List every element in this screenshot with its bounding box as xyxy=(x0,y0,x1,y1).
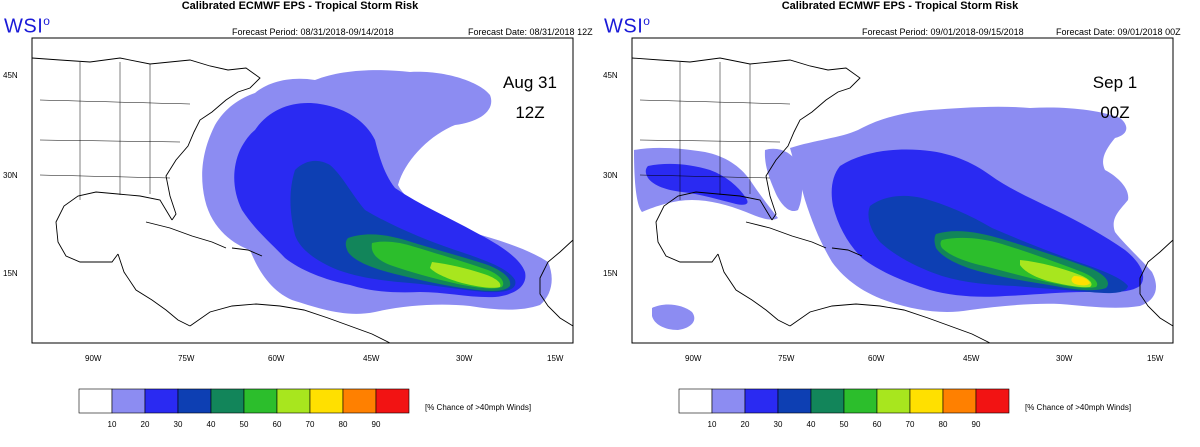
map-panel-aug31: 45N 30N 15N 90W 75W 60W 45W 30W 15W Aug … xyxy=(3,0,593,429)
map-figure: 45N 30N 15N 90W 75W 60W 45W 30W 15W Sep … xyxy=(603,37,1174,363)
legend-tick: 80 xyxy=(939,420,948,429)
legend-swatch-0-10 xyxy=(78,388,113,414)
legend-tick: 40 xyxy=(207,420,216,429)
lat-label-30n: 30N xyxy=(603,171,618,180)
legend-swatch-20-30 xyxy=(744,388,779,414)
west-africa xyxy=(539,239,574,327)
map-figure: 45N 30N 15N 90W 75W 60W 45W 30W 15W Aug … xyxy=(3,37,574,363)
color-legend: 10 20 30 40 50 60 70 80 90 [% Chance of … xyxy=(78,388,531,429)
forecast-period: Forecast Period: 08/31/2018-09/14/2018 xyxy=(232,27,394,37)
legend-tick: 30 xyxy=(174,420,183,429)
legend-tick: 70 xyxy=(306,420,315,429)
risk-zone-florida-10-20 xyxy=(764,148,803,212)
legend-tick: 50 xyxy=(240,420,249,429)
legend-swatch-10-20 xyxy=(111,388,146,414)
run-annotation-date: Aug 31 xyxy=(503,73,557,92)
legend-tick: 10 xyxy=(108,420,117,429)
legend-swatch-70-80 xyxy=(909,388,944,414)
legend-tick: 90 xyxy=(372,420,381,429)
risk-zone-60-70 xyxy=(430,262,501,288)
coastlines xyxy=(631,57,1174,344)
forecast-date: Forecast Date: 08/31/2018 12Z xyxy=(468,27,593,37)
forecast-date: Forecast Date: 09/01/2018 00Z xyxy=(1056,27,1181,37)
east-coast-north-america xyxy=(31,57,261,221)
lon-label-45w: 45W xyxy=(363,354,380,363)
south-america-north-coast xyxy=(189,303,391,344)
us-state-lines xyxy=(39,62,191,200)
wsi-logo: WSIo xyxy=(604,14,651,38)
legend-swatch-20-30 xyxy=(144,388,179,414)
central-america xyxy=(717,253,791,327)
run-annotation-date: Sep 1 xyxy=(1093,73,1137,92)
gulf-coast xyxy=(655,191,773,263)
legend-label: [% Chance of >40mph Winds] xyxy=(1025,403,1131,412)
run-annotation-cycle: 00Z xyxy=(1100,103,1129,122)
coastlines xyxy=(31,57,574,344)
lon-label-60w: 60W xyxy=(268,354,285,363)
legend-tick: 10 xyxy=(708,420,717,429)
legend-swatch-50-60 xyxy=(843,388,878,414)
legend-tick: 20 xyxy=(141,420,150,429)
legend-swatch-80-90 xyxy=(342,388,377,414)
legend-swatch-0-10 xyxy=(678,388,713,414)
wsi-logo: WSIo xyxy=(4,14,51,38)
lon-label-90w: 90W xyxy=(85,354,102,363)
lon-label-15w: 15W xyxy=(1147,354,1164,363)
legend-tick: 20 xyxy=(741,420,750,429)
legend-swatch-90-100 xyxy=(375,388,410,414)
chart-title: Calibrated ECMWF EPS - Tropical Storm Ri… xyxy=(781,0,1019,12)
legend-swatch-80-90 xyxy=(942,388,977,414)
legend-swatch-30-40 xyxy=(777,388,812,414)
legend-swatch-90-100 xyxy=(975,388,1010,414)
legend-tick: 90 xyxy=(972,420,981,429)
cuba xyxy=(745,221,827,249)
legend-tick: 40 xyxy=(807,420,816,429)
legend-tick: 30 xyxy=(774,420,783,429)
legend-tick: 80 xyxy=(339,420,348,429)
lat-label-45n: 45N xyxy=(603,71,618,80)
hispaniola xyxy=(831,247,863,257)
legend-swatch-50-60 xyxy=(243,388,278,414)
legend-swatch-30-40 xyxy=(177,388,212,414)
legend-tick: 60 xyxy=(873,420,882,429)
legend-swatch-60-70 xyxy=(276,388,311,414)
west-africa xyxy=(1139,239,1174,327)
run-annotation-cycle: 12Z xyxy=(515,103,544,122)
south-america-north-coast xyxy=(789,303,991,344)
lon-label-45w: 45W xyxy=(963,354,980,363)
legend-tick: 60 xyxy=(273,420,282,429)
hispaniola xyxy=(231,247,263,257)
lon-label-75w: 75W xyxy=(778,354,795,363)
central-america xyxy=(117,253,191,327)
lon-label-30w: 30W xyxy=(456,354,473,363)
lon-label-30w: 30W xyxy=(1056,354,1073,363)
east-coast-north-america xyxy=(631,57,861,221)
map-panel-sep1: 45N 30N 15N 90W 75W 60W 45W 30W 15W Sep … xyxy=(600,0,1200,447)
lat-label-30n: 30N xyxy=(3,171,18,180)
chart-title: Calibrated ECMWF EPS - Tropical Storm Ri… xyxy=(181,0,419,12)
legend-tick: 50 xyxy=(840,420,849,429)
risk-zone-70-80 xyxy=(1071,276,1090,286)
legend-swatch-40-50 xyxy=(210,388,245,414)
legend-swatch-10-20 xyxy=(711,388,746,414)
color-legend: 10 20 30 40 50 60 70 80 90 [% Chance of … xyxy=(678,388,1131,429)
cuba xyxy=(145,221,227,249)
lon-label-75w: 75W xyxy=(178,354,195,363)
lat-label-15n: 15N xyxy=(603,269,618,278)
forecast-period: Forecast Period: 09/01/2018-09/15/2018 xyxy=(862,27,1024,37)
lat-label-15n: 15N xyxy=(3,269,18,278)
gulf-coast xyxy=(55,191,173,263)
legend-swatch-70-80 xyxy=(309,388,344,414)
risk-zone-southwest-10-20 xyxy=(652,304,695,330)
legend-label: [% Chance of >40mph Winds] xyxy=(425,403,531,412)
probability-shading xyxy=(202,70,552,314)
lat-label-45n: 45N xyxy=(3,71,18,80)
us-state-lines xyxy=(639,62,791,200)
lon-label-15w: 15W xyxy=(547,354,564,363)
lon-label-90w: 90W xyxy=(685,354,702,363)
legend-swatch-40-50 xyxy=(810,388,845,414)
legend-tick: 70 xyxy=(906,420,915,429)
legend-swatch-60-70 xyxy=(876,388,911,414)
lon-label-60w: 60W xyxy=(868,354,885,363)
